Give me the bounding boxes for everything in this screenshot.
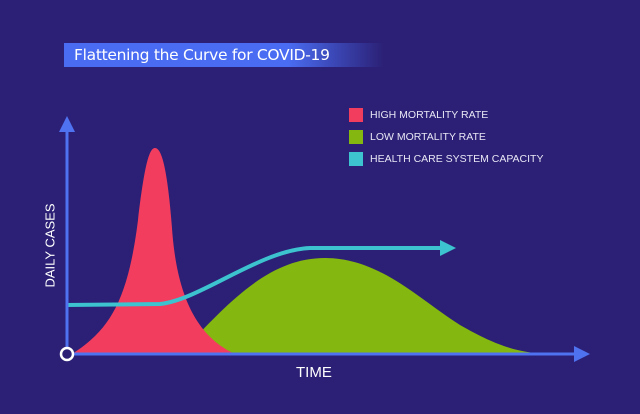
origin-marker [59, 346, 75, 362]
y-axis-arrowhead [59, 116, 75, 132]
legend-swatch [349, 130, 363, 144]
legend-item-low: LOW MORTALITY RATE [349, 126, 543, 148]
red-curve-high-mortality [72, 148, 235, 354]
legend-label: HIGH MORTALITY RATE [370, 109, 489, 121]
capacity-arrowhead [440, 240, 456, 256]
x-axis-arrowhead [574, 346, 590, 362]
x-axis-label: TIME [296, 364, 332, 381]
y-axis-label: DAILY CASES [42, 203, 58, 288]
legend-swatch [349, 152, 363, 166]
legend-swatch [349, 108, 363, 122]
legend-item-capacity: HEALTH CARE SYSTEM CAPACITY [349, 148, 543, 170]
legend-item-high: HIGH MORTALITY RATE [349, 104, 543, 126]
title-banner: Flattening the Curve for COVID-19 [64, 43, 384, 67]
capacity-line [65, 246, 442, 307]
chart-title: Flattening the Curve for COVID-19 [74, 46, 330, 64]
legend: HIGH MORTALITY RATE LOW MORTALITY RATE H… [349, 104, 543, 170]
legend-label: LOW MORTALITY RATE [370, 131, 486, 143]
green-curve-low-mortality [180, 258, 545, 354]
legend-label: HEALTH CARE SYSTEM CAPACITY [370, 153, 544, 165]
